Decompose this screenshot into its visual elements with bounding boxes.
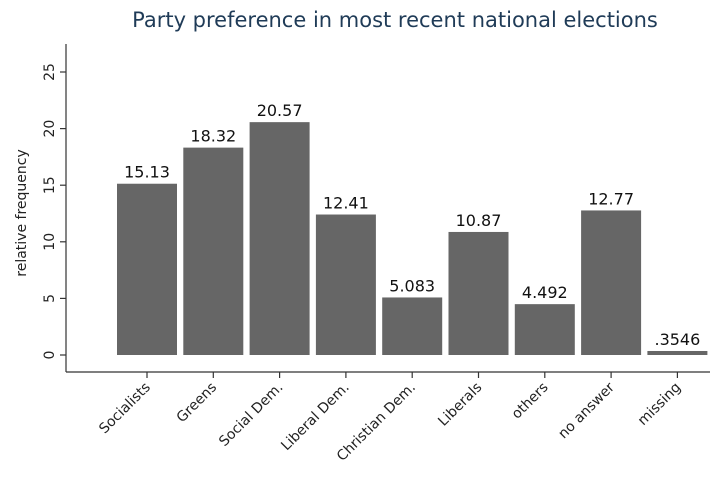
- bar-value-label: 10.87: [456, 211, 502, 230]
- x-tick-label: Greens: [174, 380, 220, 426]
- bar: [581, 210, 642, 355]
- data-labels: 15.13 18.32 20.57 12.41 5.083 10.87 4.492 12.77…: [124, 101, 700, 349]
- y-tick-label: 10: [42, 233, 58, 251]
- x-tick-label: no answer: [555, 379, 618, 442]
- x-tick-label: missing: [635, 380, 684, 429]
- x-tick-label: others: [509, 380, 552, 423]
- bar: [117, 183, 177, 355]
- bar-value-label: 15.13: [124, 163, 170, 182]
- y-tick-label: 5: [42, 294, 58, 303]
- y-tick-label: 20: [42, 120, 58, 138]
- x-tick-label: Liberal Dem.: [278, 380, 353, 455]
- x-tick-label: Social Dem.: [216, 380, 286, 450]
- bar-value-label: .3546: [654, 330, 700, 349]
- y-ticks: 0 5 10 15 20 25: [42, 63, 66, 359]
- bar: [315, 214, 376, 355]
- bar-value-label: 20.57: [257, 101, 303, 120]
- bar: [183, 147, 244, 355]
- y-tick-label: 15: [42, 176, 58, 194]
- bars: [117, 122, 708, 355]
- bar: [249, 122, 310, 355]
- bar-value-label: 5.083: [389, 276, 435, 295]
- bar: [514, 304, 575, 355]
- bar-value-label: 18.32: [190, 127, 236, 146]
- bar: [382, 297, 443, 355]
- y-tick-label: 0: [42, 351, 58, 360]
- y-axis-label: relative frequency: [14, 149, 30, 276]
- bar-value-label: 4.492: [522, 283, 568, 302]
- x-tick-label: Socialists: [96, 380, 154, 438]
- bar: [647, 350, 708, 355]
- y-tick-label: 25: [42, 63, 58, 81]
- bar-value-label: 12.41: [323, 194, 369, 213]
- chart-title: Party preference in most recent national…: [132, 8, 658, 32]
- x-tick-label: Liberals: [435, 380, 485, 430]
- bar-value-label: 12.77: [588, 189, 634, 208]
- bar: [448, 231, 509, 355]
